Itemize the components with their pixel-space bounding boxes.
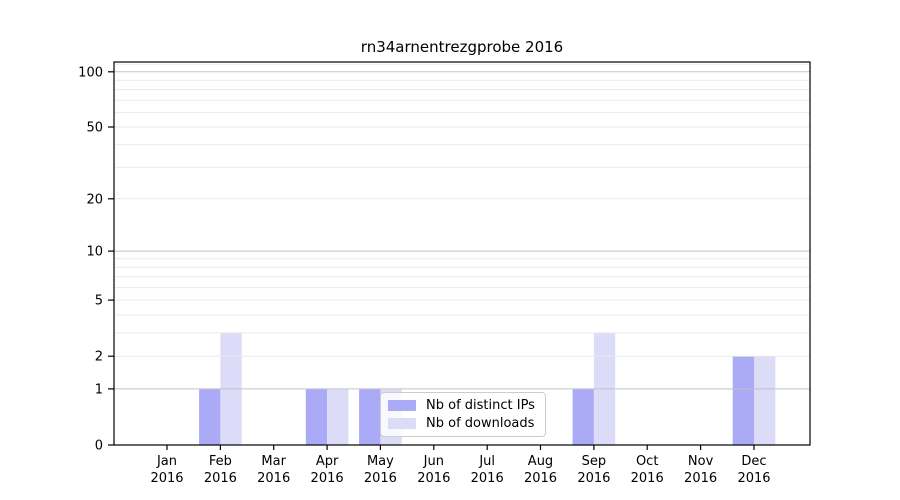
bar-nb-of-distinct-ips-may-2016	[359, 388, 381, 445]
bar-nb-of-distinct-ips-feb-2016	[199, 388, 221, 445]
legend-label-distinct-ips: Nb of distinct IPs	[426, 397, 535, 413]
y-axis-tick-label: 20	[86, 192, 103, 207]
x-axis-tick-label-mar-2016: Mar 2016	[257, 454, 290, 486]
x-axis-tick-label-nov-2016: Nov 2016	[684, 454, 717, 486]
plot-frame	[113, 61, 811, 446]
bar-nb-of-distinct-ips-dec-2016	[732, 356, 754, 445]
x-axis-tick-label-aug-2016: Aug 2016	[524, 454, 557, 486]
bar-nb-of-distinct-ips-sep-2016	[572, 388, 594, 445]
y-axis-tick-label: 2	[95, 350, 103, 365]
y-axis-tick-label: 50	[86, 121, 103, 136]
chart-title: rn34arnentrezgprobe 2016	[360, 38, 564, 56]
bar-nb-of-distinct-ips-apr-2016	[305, 388, 328, 445]
y-axis-tick-label: 0	[95, 439, 103, 454]
legend: Nb of distinct IPs Nb of downloads	[380, 392, 546, 437]
bar-nb-of-downloads-apr-2016	[327, 388, 349, 445]
x-axis-tick-label-sep-2016: Sep 2016	[577, 454, 610, 486]
y-axis-tick-label: 1	[95, 382, 103, 397]
x-axis-tick-label-apr-2016: Apr 2016	[311, 454, 344, 486]
legend-item-distinct-ips: Nb of distinct IPs	[388, 397, 538, 414]
x-axis-tick-label-jan-2016: Jan 2016	[150, 454, 183, 486]
x-axis-tick-label-jul-2016: Jul 2016	[471, 454, 504, 486]
x-axis-tick-label-oct-2016: Oct 2016	[631, 454, 664, 486]
x-axis-tick-label-dec-2016: Dec 2016	[737, 454, 770, 486]
y-axis-tick-label: 10	[86, 245, 103, 260]
legend-swatch-distinct-ips-icon	[388, 399, 416, 411]
legend-item-downloads: Nb of downloads	[388, 415, 538, 432]
y-axis-tick-label: 100	[78, 65, 103, 80]
y-axis-tick-label: 5	[95, 294, 103, 309]
legend-label-downloads: Nb of downloads	[426, 416, 535, 432]
x-axis-tick-label-jun-2016: Jun 2016	[417, 454, 450, 486]
x-axis-tick-label-feb-2016: Feb 2016	[204, 454, 237, 486]
bar-nb-of-downloads-dec-2016	[754, 356, 776, 445]
x-axis-tick-label-may-2016: May 2016	[364, 454, 397, 486]
legend-swatch-downloads-icon	[388, 418, 416, 430]
